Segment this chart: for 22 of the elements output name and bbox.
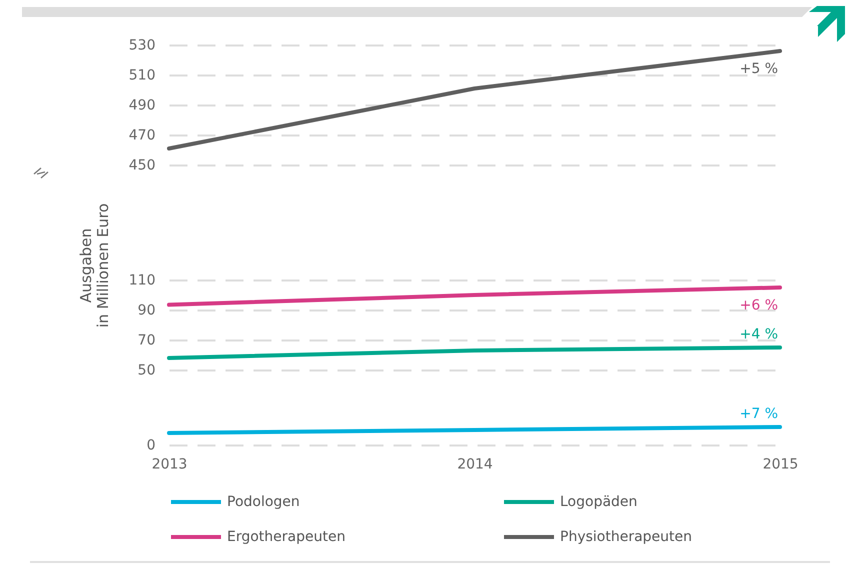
y-tick-label: 0 bbox=[146, 438, 156, 454]
annotation: +5 % bbox=[740, 61, 778, 77]
annotation: +6 % bbox=[740, 298, 778, 314]
legend-label: Podologen bbox=[227, 494, 300, 510]
y-tick-label: 490 bbox=[128, 98, 156, 114]
y-axis-title: Ausgaben in Millionen Euro bbox=[76, 203, 112, 328]
y-tick-label: 470 bbox=[128, 128, 156, 144]
x-tick-label: 2015 bbox=[762, 456, 798, 472]
annotation: +4 % bbox=[740, 326, 778, 342]
y-tick-label: 50 bbox=[138, 362, 156, 378]
legend-label: Physiotherapeuten bbox=[560, 529, 692, 545]
y-tick-label: 450 bbox=[128, 158, 156, 174]
legend-label: Logopäden bbox=[560, 494, 638, 510]
x-tick-label: 2013 bbox=[152, 456, 188, 472]
y-tick-label: 510 bbox=[128, 68, 156, 84]
y-tick-label: 70 bbox=[138, 332, 156, 348]
legend-label: Ergotherapeuten bbox=[227, 529, 346, 545]
x-tick-label: 2014 bbox=[457, 456, 493, 472]
y-tick-label: 110 bbox=[128, 272, 156, 288]
y-tick-label: 530 bbox=[128, 38, 156, 54]
annotation: +7 % bbox=[740, 406, 778, 422]
y-tick-label: 90 bbox=[138, 302, 156, 318]
